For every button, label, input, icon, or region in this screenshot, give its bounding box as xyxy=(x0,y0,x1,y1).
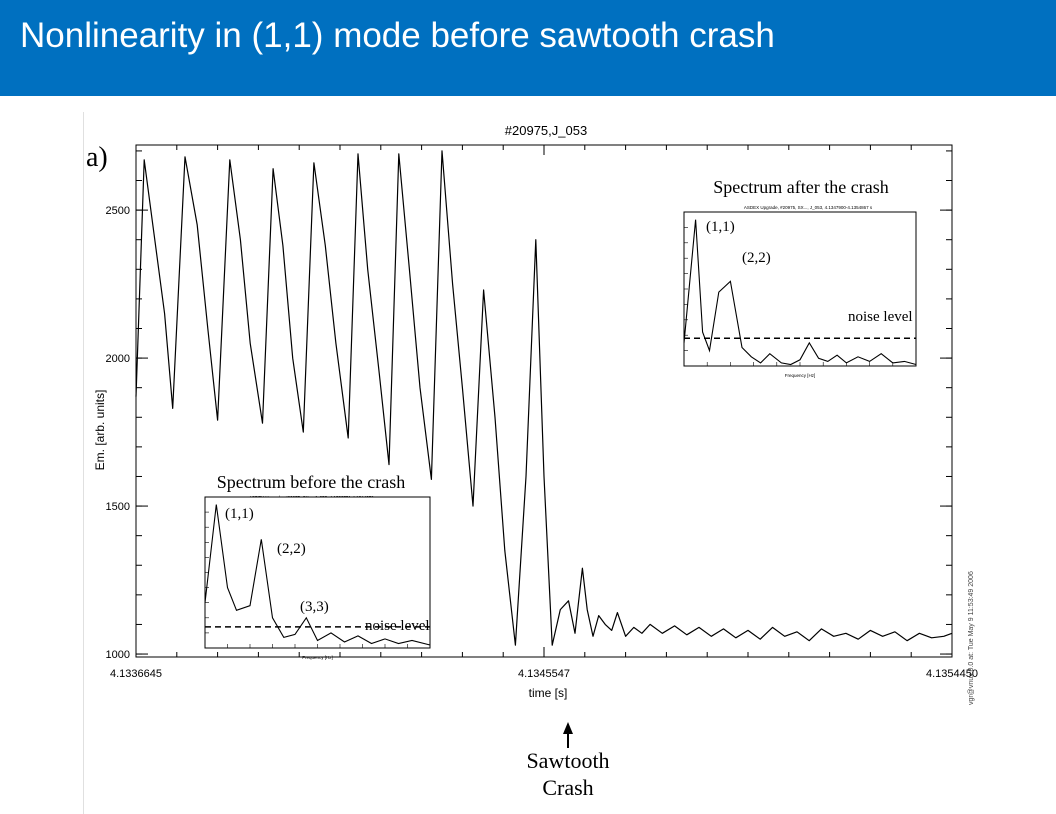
inset-after-title: Spectrum after the crash xyxy=(713,177,888,197)
title-banner: Nonlinearity in (1,1) mode before sawtoo… xyxy=(0,0,1056,96)
y-axis-label: Em. [arb. units] xyxy=(93,390,107,471)
crash-arrow-head xyxy=(563,722,573,734)
inset-after-subtitle: ASDEX Upgrade, #20975, SX..., J_053, 4.1… xyxy=(744,205,873,210)
crash-annotation-line1: Sawtooth xyxy=(526,748,609,773)
spectrum-trace xyxy=(204,504,431,646)
inset-before-plot: Frequency [Hz] (1,1) (2,2) (3,3) noise level xyxy=(204,496,431,660)
crash-annotation-line2: Crash xyxy=(542,775,593,800)
emission-trace xyxy=(135,150,953,646)
mode-label: (1,1) xyxy=(706,219,735,235)
spectrum-trace xyxy=(683,219,917,366)
y-tick-label: 1000 xyxy=(106,649,130,661)
mode-label: noise level xyxy=(848,309,913,325)
main-plot-area: 1000 1500 2000 2500 4.1336645 4.1345547 4.1354… xyxy=(106,144,978,680)
y-tick-label: 2000 xyxy=(106,353,130,365)
mode-label: (1,1) xyxy=(225,506,254,522)
side-stamp-text: vgr@vnux.0.0 at: Tue May 9 11:53:49 2006 xyxy=(968,571,975,705)
mode-label: (2,2) xyxy=(277,541,306,557)
mode-label: (3,3) xyxy=(300,599,329,615)
chart-title: #20975,J_053 xyxy=(505,123,587,138)
panel-label: a) xyxy=(86,142,108,173)
inset-x-label: Frequency [Hz] xyxy=(302,655,333,660)
slide-title: Nonlinearity in (1,1) mode before sawtoo… xyxy=(20,16,775,55)
inset-x-label: Frequency [Hz] xyxy=(785,373,816,378)
y-tick-label: 2500 xyxy=(106,205,130,217)
x-tick-label: 4.1354450 xyxy=(926,668,978,680)
x-tick-label: 4.1345547 xyxy=(518,668,570,680)
y-tick-label: 1500 xyxy=(106,501,130,513)
x-axis-label: time [s] xyxy=(529,686,568,700)
x-tick-label: 4.1336645 xyxy=(110,668,162,680)
mode-label: noise level xyxy=(365,618,430,634)
left-divider xyxy=(83,112,84,814)
inset-after-plot: Frequency [Hz] (1,1) (2,2) noise level xyxy=(683,211,917,378)
inset-frame xyxy=(683,211,917,367)
mode-label: (2,2) xyxy=(742,250,771,266)
inset-before-title: Spectrum before the crash xyxy=(217,472,405,492)
